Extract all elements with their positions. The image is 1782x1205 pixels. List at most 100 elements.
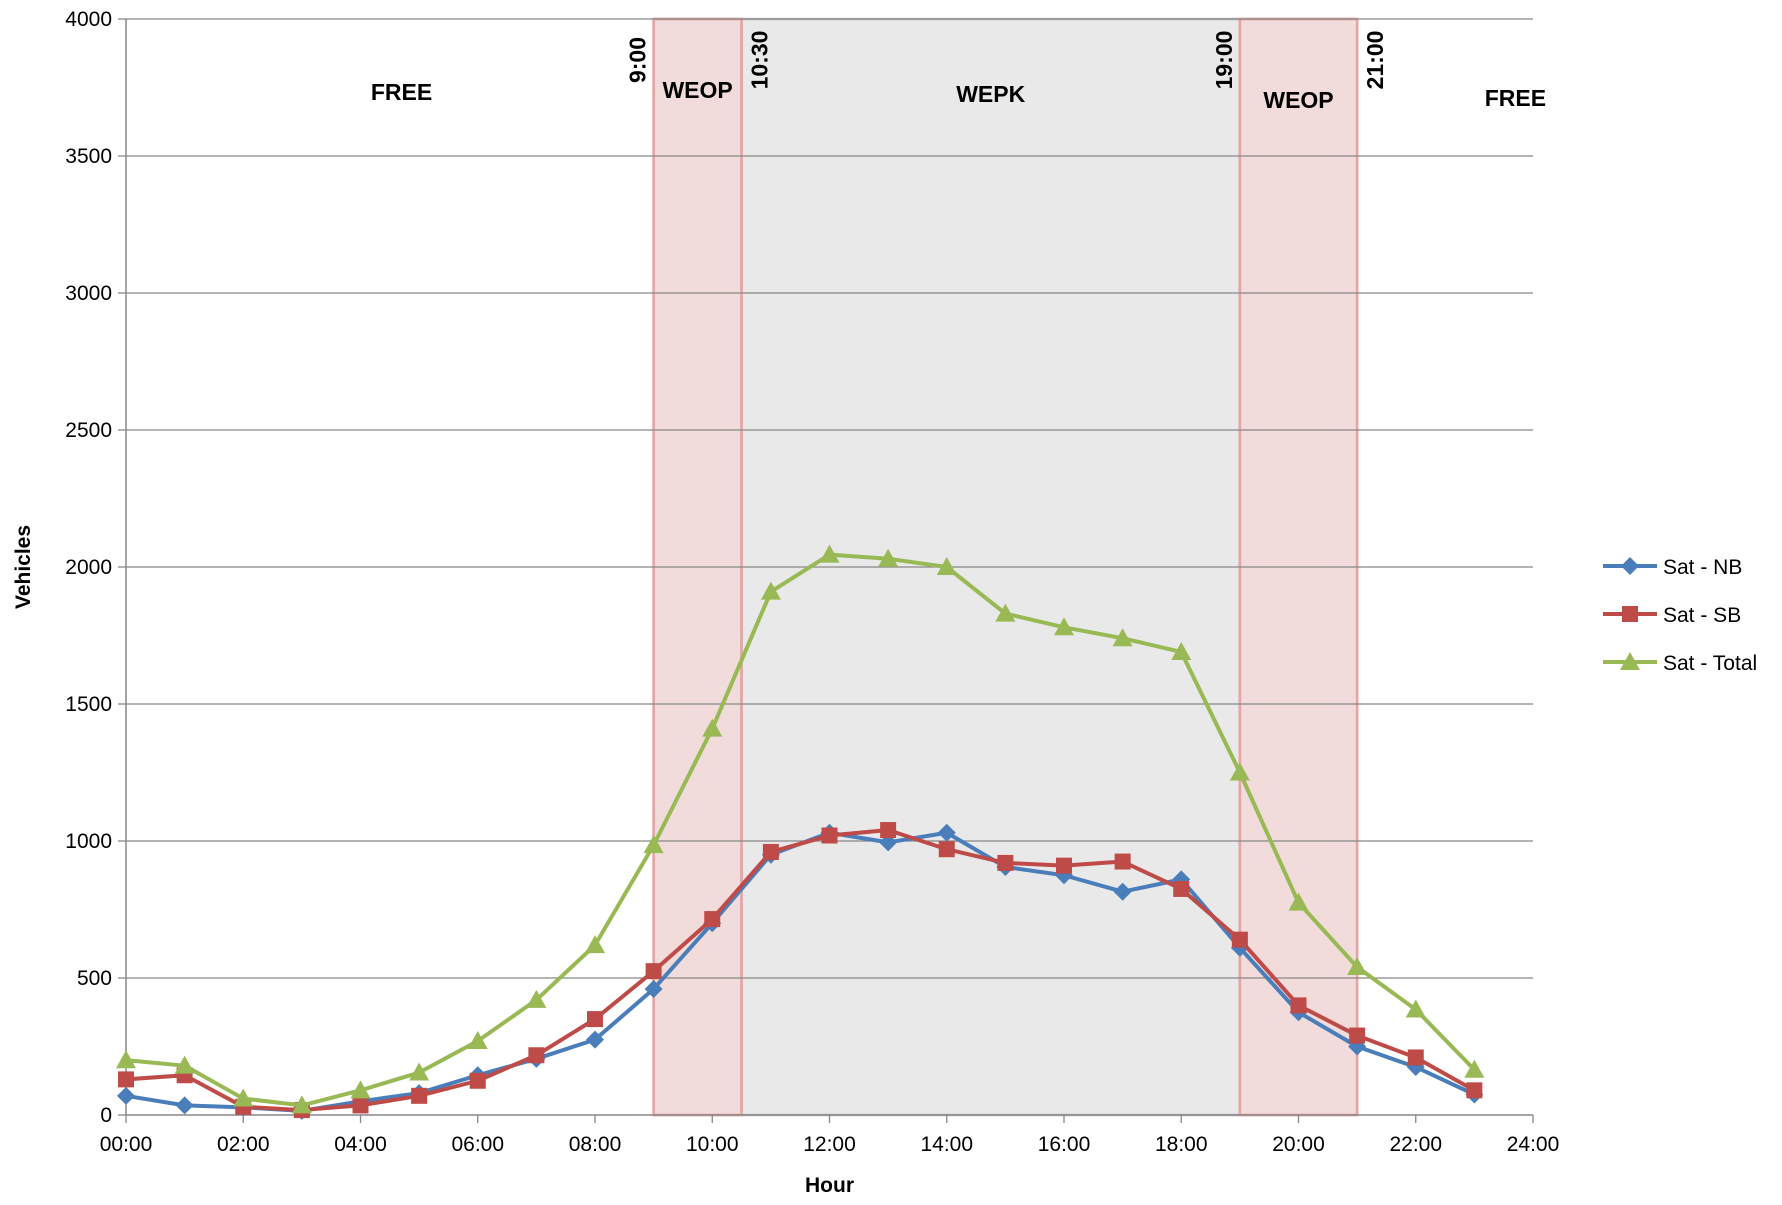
data-point: [1231, 931, 1248, 948]
time-marker-label: 10:30: [747, 31, 773, 90]
series-line: [125, 552, 1476, 1108]
series-2: [116, 544, 1485, 1114]
free-label: FREE: [371, 79, 432, 105]
data-point: [467, 1031, 488, 1050]
free-label: FREE: [1485, 85, 1546, 111]
data-point: [118, 1071, 134, 1088]
data-point: [585, 935, 605, 954]
axes: 0 500 1000 1500 2000 2500 3000 3500 4000 00:00 02:…: [65, 8, 1559, 1156]
data-point: [937, 823, 956, 842]
data-point: [1113, 882, 1132, 901]
data-point: [1173, 880, 1190, 897]
annotations: WEOP WEPK WEOP FREE FREE 9:00 10:30 19:00 21:00: [371, 31, 1546, 113]
series-1: [118, 822, 1483, 1119]
legend-marker: [1620, 652, 1640, 670]
data-point: [174, 1055, 195, 1074]
y-tick-label: 1000: [65, 830, 112, 853]
data-point: [1407, 1049, 1424, 1066]
data-point: [117, 1086, 135, 1105]
data-series: [116, 544, 1485, 1120]
data-point: [175, 1096, 194, 1115]
x-tick-label: 10:00: [686, 1133, 739, 1156]
data-point: [586, 1030, 604, 1049]
x-tick-label: 12:00: [803, 1133, 856, 1156]
data-point: [526, 989, 547, 1008]
data-point: [352, 1097, 369, 1114]
legend-marker: [1621, 557, 1639, 575]
legend-item-2: Sat - Total: [1603, 652, 1757, 675]
data-point: [1466, 1082, 1483, 1099]
data-point: [936, 557, 957, 575]
x-tick-label: 08:00: [569, 1133, 622, 1156]
data-point: [1229, 762, 1250, 781]
data-point: [938, 841, 955, 858]
x-tick-label: 02:00: [217, 1133, 270, 1156]
data-point: [116, 1050, 136, 1069]
time-marker-label: 19:00: [1211, 31, 1237, 90]
data-point: [880, 822, 897, 839]
data-point: [819, 544, 840, 563]
y-tick-label: 4000: [65, 8, 112, 31]
data-point: [291, 1095, 312, 1114]
data-point: [1405, 999, 1426, 1018]
y-tick-label: 2000: [65, 556, 112, 579]
y-tick-label: 3500: [65, 145, 112, 168]
y-tick-label: 1500: [65, 693, 112, 716]
data-point: [1056, 857, 1072, 874]
data-point: [409, 1062, 430, 1081]
data-point: [995, 603, 1016, 622]
y-tick-label: 3000: [65, 282, 112, 305]
y-tick-label: 2500: [65, 419, 112, 442]
data-point: [1288, 892, 1309, 911]
y-tick-label: 500: [77, 967, 112, 990]
data-point: [1290, 997, 1307, 1014]
data-point: [645, 963, 662, 980]
legend-label: Sat - Total: [1663, 652, 1757, 675]
legend-label: Sat - NB: [1663, 556, 1742, 579]
data-point: [411, 1087, 428, 1104]
data-point: [469, 1072, 486, 1089]
data-point: [997, 854, 1014, 871]
data-point: [643, 835, 664, 854]
data-point: [821, 827, 838, 844]
y-axis-title: Vehicles: [12, 525, 35, 609]
x-tick-label: 24:00: [1507, 1133, 1560, 1156]
band-label-weop: WEOP: [662, 77, 732, 103]
y-tick-label: 0: [100, 1104, 112, 1127]
band-label-wepk: WEPK: [956, 81, 1025, 107]
legend-label: Sat - SB: [1663, 604, 1741, 627]
series-line: [125, 828, 1476, 1113]
time-marker-label: 21:00: [1362, 31, 1388, 90]
x-tick-label: 00:00: [100, 1133, 153, 1156]
time-marker-label: 9:00: [625, 37, 651, 83]
x-axis-title: Hour: [805, 1174, 854, 1197]
legend-marker: [1622, 606, 1638, 622]
data-point: [878, 548, 899, 567]
data-point: [704, 911, 721, 928]
legend: Sat - NB Sat - SB Sat - Total: [1603, 556, 1757, 675]
data-point: [350, 1080, 371, 1099]
x-tick-label: 16:00: [1038, 1133, 1091, 1156]
data-point: [760, 581, 781, 600]
x-tick-label: 04:00: [334, 1133, 387, 1156]
data-point: [1112, 628, 1133, 647]
legend-item-0: Sat - NB: [1603, 556, 1742, 579]
band-label-weop: WEOP: [1263, 87, 1333, 113]
legend-item-1: Sat - SB: [1603, 604, 1741, 627]
x-tick-label: 14:00: [920, 1133, 973, 1156]
data-point: [762, 843, 779, 860]
data-point: [1054, 617, 1074, 636]
gridlines: [126, 18, 1533, 979]
data-point: [1464, 1059, 1485, 1078]
data-point: [233, 1088, 254, 1107]
data-point: [528, 1047, 545, 1064]
x-tick-label: 06:00: [451, 1133, 504, 1156]
data-point: [587, 1011, 603, 1028]
x-tick-label: 20:00: [1272, 1133, 1325, 1156]
x-tick-label: 18:00: [1155, 1133, 1208, 1156]
data-point: [1347, 957, 1368, 976]
x-tick-label: 22:00: [1389, 1133, 1442, 1156]
data-point: [1171, 641, 1192, 660]
